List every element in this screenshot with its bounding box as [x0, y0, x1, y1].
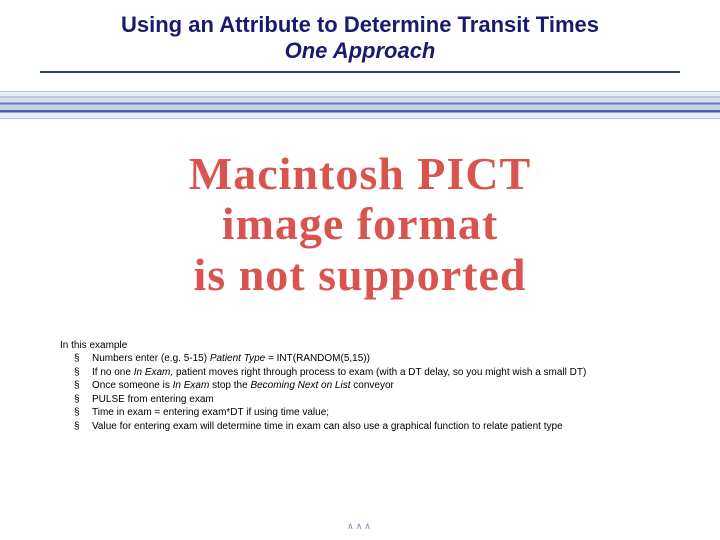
example-content: In this example Numbers enter (e.g. 5-15… [0, 321, 720, 434]
pict-line-2: image format [20, 199, 700, 250]
title-line-1: Using an Attribute to Determine Transit … [40, 12, 680, 38]
pict-error-message: Macintosh PICT image format is not suppo… [0, 119, 720, 321]
title-underline [40, 71, 680, 73]
footer-logo: ∧∧∧ [0, 521, 720, 532]
list-item: PULSE from entering exam [60, 393, 660, 407]
example-heading: In this example [60, 339, 660, 353]
list-item: Numbers enter (e.g. 5-15) Patient Type =… [60, 352, 660, 366]
slide-title: Using an Attribute to Determine Transit … [0, 0, 720, 69]
pict-line-1: Macintosh PICT [20, 149, 700, 200]
list-item: Once someone is In Exam stop the Becomin… [60, 379, 660, 393]
pict-line-3: is not supported [20, 250, 700, 301]
list-item: Time in exam = entering exam*DT if using… [60, 406, 660, 420]
title-line-2: One Approach [40, 38, 680, 64]
list-item: If no one In Exam, patient moves right t… [60, 366, 660, 380]
example-bullets: Numbers enter (e.g. 5-15) Patient Type =… [60, 352, 660, 433]
list-item: Value for entering exam will determine t… [60, 420, 660, 434]
decorative-band [0, 91, 720, 119]
